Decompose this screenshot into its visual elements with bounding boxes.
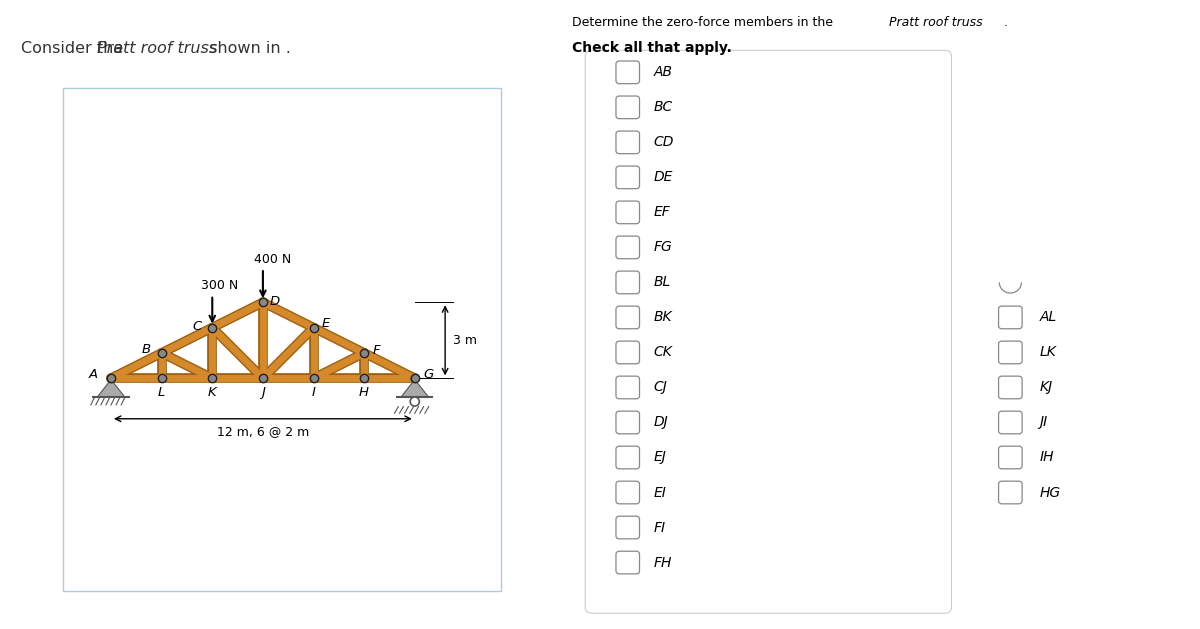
Text: 300 N: 300 N: [200, 279, 238, 292]
Text: LK: LK: [1039, 345, 1057, 359]
Text: 3 m: 3 m: [452, 334, 476, 347]
Text: DE: DE: [654, 170, 673, 184]
FancyBboxPatch shape: [616, 61, 640, 84]
Text: EJ: EJ: [654, 450, 667, 464]
Text: FG: FG: [654, 240, 673, 254]
Text: BL: BL: [654, 276, 671, 289]
Text: IH: IH: [1039, 450, 1055, 464]
FancyBboxPatch shape: [616, 166, 640, 189]
Text: FH: FH: [654, 555, 672, 569]
FancyBboxPatch shape: [616, 376, 640, 399]
FancyBboxPatch shape: [616, 96, 640, 119]
FancyBboxPatch shape: [998, 481, 1022, 504]
FancyBboxPatch shape: [616, 411, 640, 434]
Text: Pratt roof truss: Pratt roof truss: [96, 41, 217, 56]
Text: K: K: [208, 386, 217, 399]
Text: AB: AB: [654, 65, 673, 79]
Text: H: H: [359, 386, 370, 399]
Text: CJ: CJ: [654, 381, 667, 394]
Circle shape: [410, 375, 419, 382]
Text: EF: EF: [654, 206, 671, 220]
FancyBboxPatch shape: [998, 446, 1022, 469]
FancyBboxPatch shape: [62, 88, 502, 591]
Text: shown in .: shown in .: [204, 41, 290, 56]
Text: Check all that apply.: Check all that apply.: [572, 41, 732, 55]
FancyBboxPatch shape: [616, 551, 640, 574]
FancyBboxPatch shape: [616, 341, 640, 364]
Text: 12 m, 6 @ 2 m: 12 m, 6 @ 2 m: [217, 425, 310, 438]
FancyBboxPatch shape: [616, 481, 640, 504]
FancyBboxPatch shape: [586, 50, 952, 613]
Text: B: B: [142, 343, 151, 355]
Polygon shape: [401, 379, 428, 398]
Text: BK: BK: [654, 311, 672, 325]
Text: Determine the zero-force members in the: Determine the zero-force members in the: [572, 16, 838, 29]
Text: G: G: [424, 368, 433, 381]
Text: E: E: [322, 318, 330, 330]
FancyBboxPatch shape: [616, 131, 640, 153]
FancyBboxPatch shape: [616, 306, 640, 329]
Text: KJ: KJ: [1039, 381, 1054, 394]
Text: JI: JI: [1039, 416, 1048, 430]
FancyBboxPatch shape: [998, 376, 1022, 399]
FancyBboxPatch shape: [998, 411, 1022, 434]
Text: AL: AL: [1039, 311, 1057, 325]
Circle shape: [107, 375, 115, 382]
Text: F: F: [373, 344, 380, 357]
Text: .: .: [1003, 16, 1008, 29]
Text: CK: CK: [654, 345, 673, 359]
FancyBboxPatch shape: [998, 341, 1022, 364]
Text: CD: CD: [654, 135, 674, 149]
Polygon shape: [97, 379, 125, 398]
Text: 400 N: 400 N: [254, 253, 292, 265]
FancyBboxPatch shape: [616, 271, 640, 294]
FancyBboxPatch shape: [616, 236, 640, 259]
Text: HG: HG: [1039, 486, 1061, 499]
Circle shape: [410, 397, 419, 406]
FancyBboxPatch shape: [616, 516, 640, 539]
Text: D: D: [269, 294, 280, 308]
Text: J: J: [260, 386, 265, 399]
Text: C: C: [192, 320, 202, 333]
Text: Consider the: Consider the: [20, 41, 128, 56]
Text: EI: EI: [654, 486, 667, 499]
FancyBboxPatch shape: [616, 201, 640, 224]
FancyBboxPatch shape: [998, 306, 1022, 329]
Text: Pratt roof truss: Pratt roof truss: [889, 16, 983, 29]
Text: A: A: [89, 368, 98, 381]
FancyBboxPatch shape: [616, 446, 640, 469]
Text: I: I: [312, 386, 316, 399]
Text: FI: FI: [654, 521, 666, 535]
Text: L: L: [158, 386, 166, 399]
Text: BC: BC: [654, 101, 673, 114]
Text: DJ: DJ: [654, 416, 668, 430]
